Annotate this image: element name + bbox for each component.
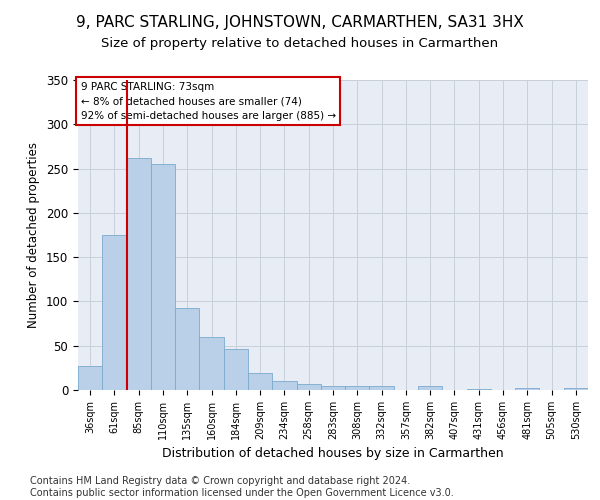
Y-axis label: Number of detached properties: Number of detached properties	[28, 142, 40, 328]
Bar	[564, 388, 588, 390]
X-axis label: Distribution of detached houses by size in Carmarthen: Distribution of detached houses by size …	[162, 448, 504, 460]
Bar	[467, 389, 491, 390]
Bar	[418, 386, 442, 390]
Bar	[102, 235, 127, 390]
Bar	[370, 386, 394, 390]
Bar	[127, 158, 151, 390]
Bar	[272, 381, 296, 390]
Text: Size of property relative to detached houses in Carmarthen: Size of property relative to detached ho…	[101, 38, 499, 51]
Text: Contains HM Land Registry data © Crown copyright and database right 2024.
Contai: Contains HM Land Registry data © Crown c…	[30, 476, 454, 498]
Bar	[224, 350, 248, 390]
Text: 9, PARC STARLING, JOHNSTOWN, CARMARTHEN, SA31 3HX: 9, PARC STARLING, JOHNSTOWN, CARMARTHEN,…	[76, 15, 524, 30]
Bar	[175, 308, 199, 390]
Bar	[515, 388, 539, 390]
Bar	[199, 337, 224, 390]
Bar	[248, 373, 272, 390]
Bar	[345, 386, 370, 390]
Bar	[151, 164, 175, 390]
Text: 9 PARC STARLING: 73sqm
← 8% of detached houses are smaller (74)
92% of semi-deta: 9 PARC STARLING: 73sqm ← 8% of detached …	[80, 82, 335, 121]
Bar	[296, 384, 321, 390]
Bar	[78, 366, 102, 390]
Bar	[321, 386, 345, 390]
